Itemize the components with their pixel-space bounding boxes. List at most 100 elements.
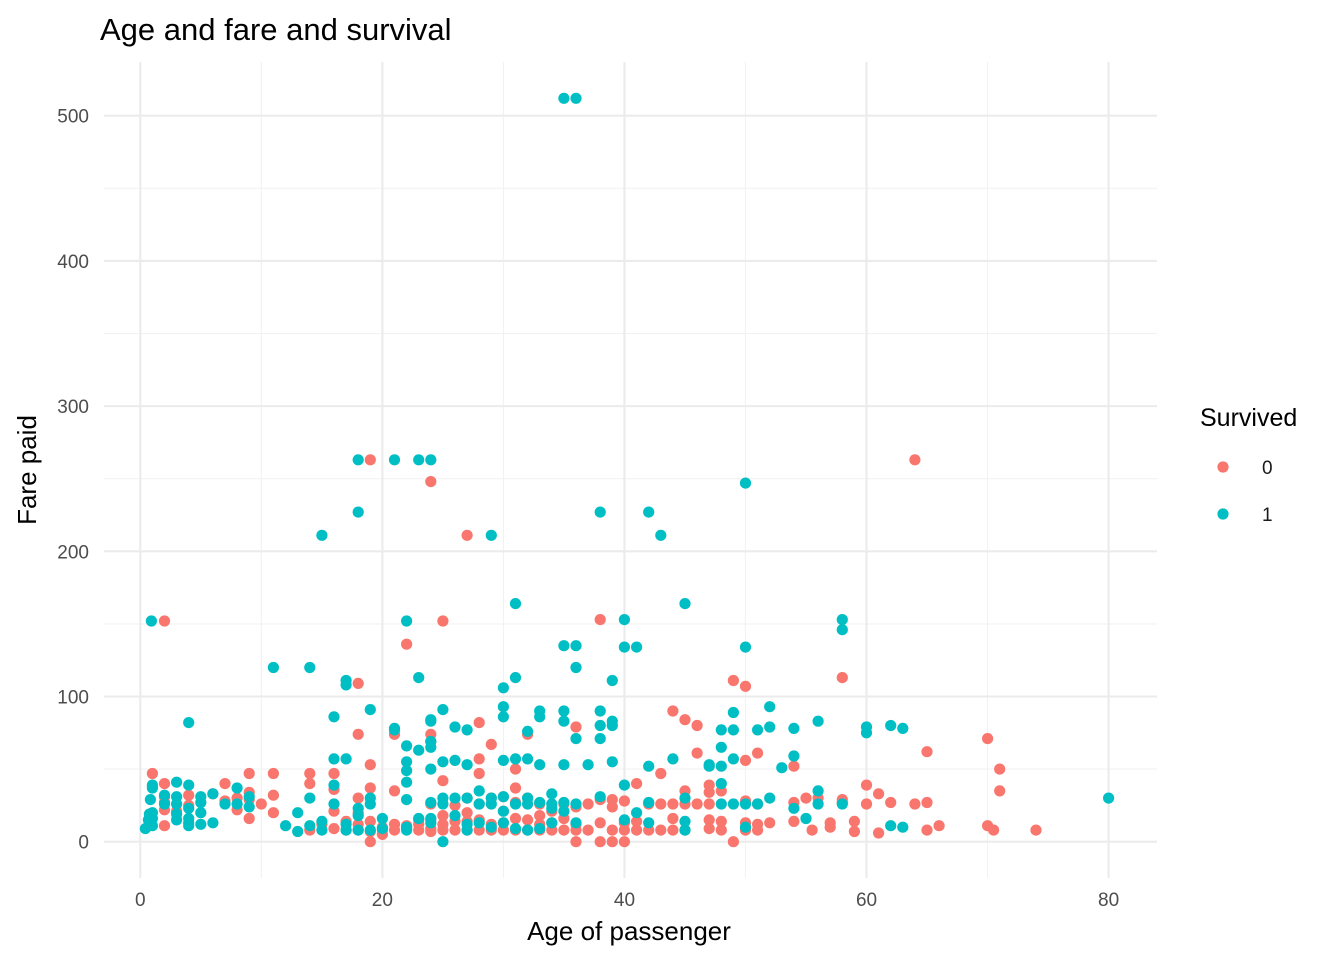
data-point bbox=[352, 792, 364, 804]
legend-label: 1 bbox=[1262, 505, 1273, 526]
data-point bbox=[606, 836, 618, 848]
data-point bbox=[243, 791, 255, 803]
data-point bbox=[618, 824, 631, 836]
data-point bbox=[401, 615, 413, 627]
data-point bbox=[594, 791, 606, 803]
data-point bbox=[522, 814, 534, 826]
data-point bbox=[243, 812, 255, 825]
x-axis-title: Age of passenger bbox=[527, 916, 731, 946]
data-point bbox=[921, 824, 933, 836]
data-point bbox=[144, 794, 156, 806]
data-point bbox=[304, 778, 316, 790]
series-0 bbox=[146, 454, 1042, 848]
data-point bbox=[473, 767, 485, 780]
data-point bbox=[522, 798, 534, 810]
data-point bbox=[437, 824, 449, 836]
data-point bbox=[219, 798, 231, 810]
data-point bbox=[171, 791, 183, 803]
data-point bbox=[715, 760, 727, 772]
legend-key bbox=[1217, 461, 1229, 473]
data-point bbox=[219, 778, 231, 790]
data-point bbox=[304, 661, 316, 674]
data-point bbox=[485, 798, 497, 810]
data-point bbox=[413, 812, 425, 825]
legend: Survived 0 1 bbox=[1200, 404, 1297, 526]
data-point bbox=[158, 615, 171, 627]
data-point bbox=[558, 759, 570, 771]
data-point bbox=[473, 753, 485, 765]
data-point bbox=[183, 779, 195, 791]
data-point bbox=[485, 821, 497, 833]
data-point bbox=[703, 814, 715, 826]
data-point bbox=[158, 798, 171, 810]
plot-grid bbox=[104, 62, 1157, 878]
data-point bbox=[848, 825, 861, 838]
data-point bbox=[316, 815, 328, 828]
data-point bbox=[509, 782, 522, 794]
data-point bbox=[727, 836, 740, 848]
data-point bbox=[897, 821, 909, 833]
data-point bbox=[655, 767, 667, 780]
data-point bbox=[570, 836, 582, 848]
data-point bbox=[352, 454, 364, 466]
data-point bbox=[364, 454, 376, 466]
data-point bbox=[158, 820, 171, 832]
data-point bbox=[655, 824, 667, 836]
data-point bbox=[328, 711, 340, 723]
data-point bbox=[437, 810, 449, 822]
data-point bbox=[388, 454, 401, 466]
data-point bbox=[667, 824, 679, 836]
data-point bbox=[364, 798, 376, 810]
data-point bbox=[1103, 792, 1115, 804]
data-point bbox=[461, 807, 473, 819]
data-point bbox=[631, 807, 643, 819]
data-point bbox=[606, 824, 618, 836]
data-point bbox=[558, 805, 570, 817]
data-point bbox=[679, 824, 691, 836]
data-point bbox=[183, 802, 195, 814]
data-point bbox=[413, 672, 425, 684]
data-point bbox=[570, 640, 582, 652]
data-point bbox=[376, 812, 388, 825]
data-point bbox=[425, 476, 437, 488]
data-point bbox=[582, 759, 594, 771]
data-point bbox=[437, 756, 449, 768]
data-point bbox=[824, 821, 836, 833]
data-point bbox=[606, 674, 618, 687]
data-point bbox=[631, 778, 643, 790]
data-point bbox=[328, 753, 340, 765]
data-point bbox=[534, 711, 546, 723]
data-point bbox=[158, 789, 171, 801]
data-point bbox=[631, 815, 643, 828]
data-point bbox=[328, 779, 340, 791]
data-point bbox=[582, 798, 594, 810]
data-point bbox=[679, 815, 691, 828]
data-point bbox=[497, 791, 509, 803]
data-point bbox=[388, 824, 401, 836]
x-tick-label: 20 bbox=[372, 890, 393, 911]
data-point bbox=[267, 807, 279, 819]
data-point bbox=[715, 815, 727, 828]
data-point bbox=[873, 827, 885, 839]
data-point bbox=[988, 824, 1000, 836]
data-point bbox=[449, 810, 461, 822]
data-point bbox=[340, 679, 352, 691]
data-point bbox=[509, 763, 522, 775]
data-point bbox=[509, 753, 522, 765]
data-point bbox=[860, 798, 873, 810]
data-point bbox=[594, 817, 606, 829]
data-point bbox=[437, 704, 449, 716]
chart-title: Age and fare and survival bbox=[100, 12, 452, 47]
data-point bbox=[933, 820, 945, 832]
data-point bbox=[860, 727, 873, 739]
data-point bbox=[727, 674, 740, 687]
data-point bbox=[473, 817, 485, 829]
data-point bbox=[497, 817, 509, 829]
data-point bbox=[739, 754, 752, 767]
data-point bbox=[364, 704, 376, 716]
y-tick-label: 200 bbox=[57, 542, 89, 563]
data-point bbox=[715, 778, 727, 790]
data-point bbox=[509, 598, 522, 610]
data-point bbox=[352, 810, 364, 822]
data-point bbox=[485, 738, 497, 751]
